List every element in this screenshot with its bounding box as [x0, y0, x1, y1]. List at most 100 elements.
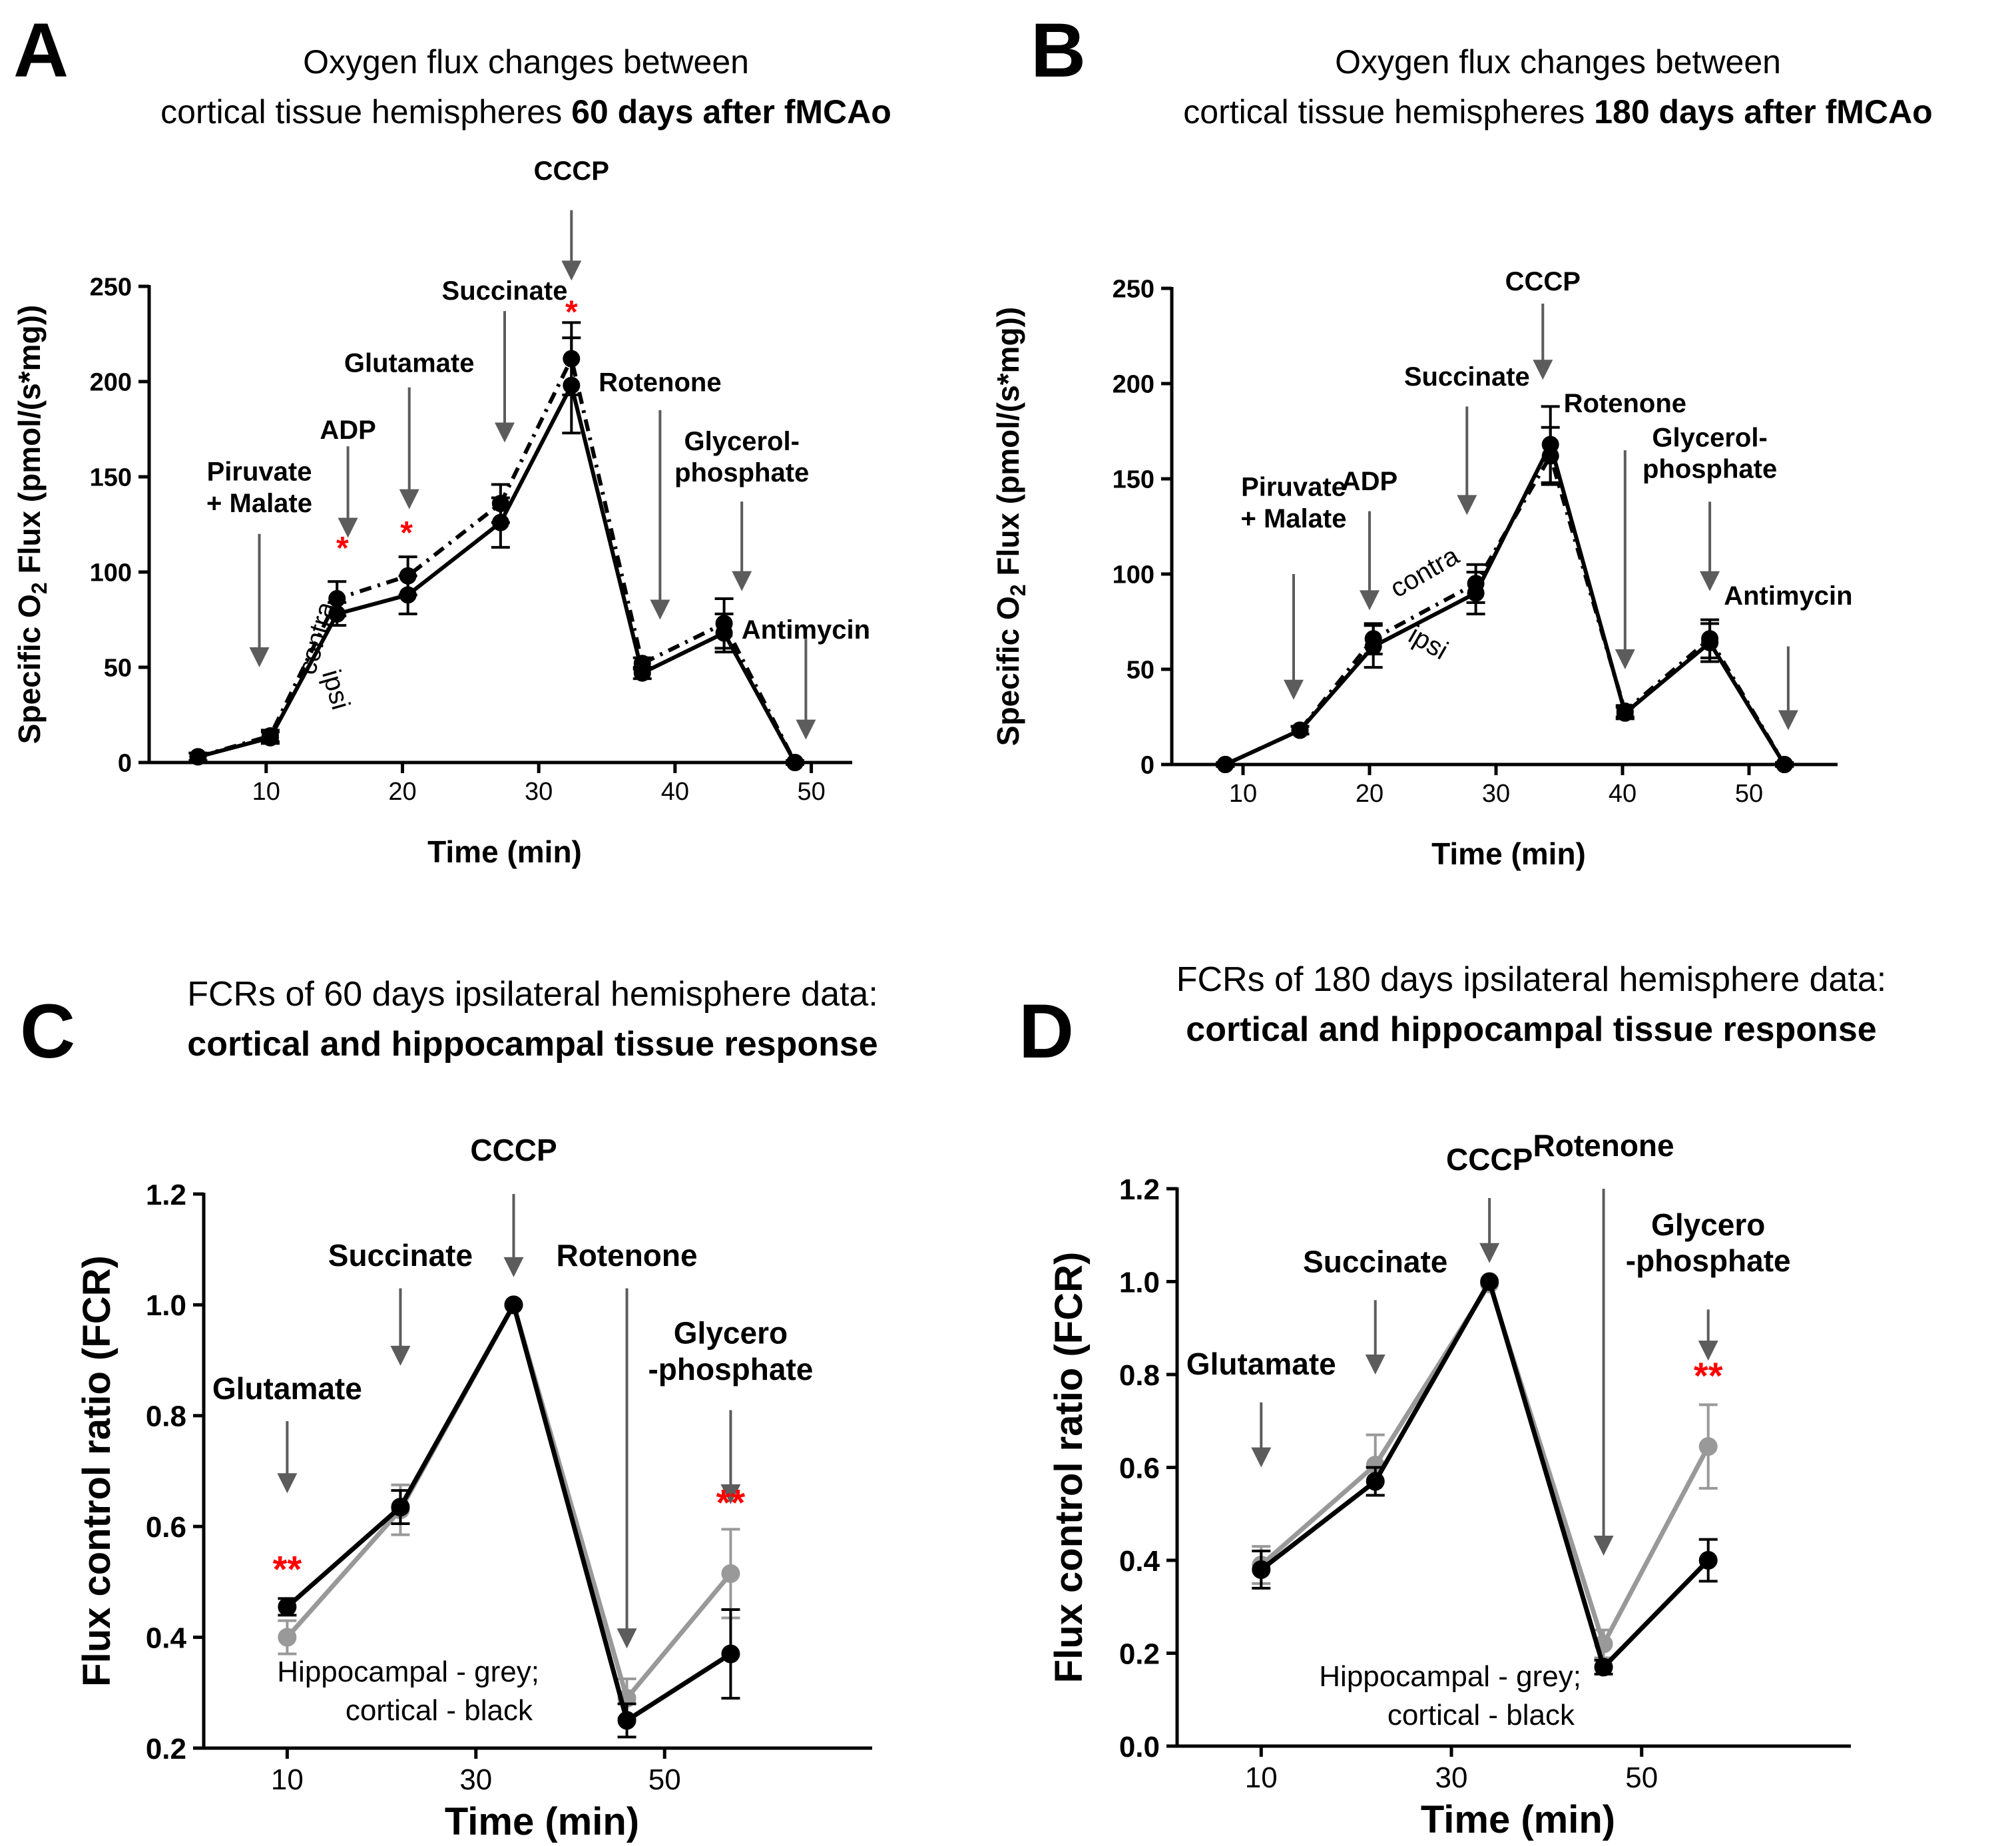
y-tick-label: 100 — [90, 559, 132, 587]
annotation-arrow-head — [503, 1257, 524, 1277]
annotation-label: Glutamate — [1186, 1347, 1336, 1381]
legend-note-line2: cortical - black — [1387, 1699, 1575, 1731]
chart-title-line1: Oxygen flux changes between — [1335, 43, 1781, 81]
annotation-label: Glycerol- — [684, 427, 799, 456]
y-axis-label-main: Flux control ratio (FCR) — [1047, 1252, 1091, 1684]
y-tick-label: 0.8 — [1119, 1359, 1160, 1392]
annotation-label: CCCP — [534, 156, 609, 186]
annotation-arrow-head — [1251, 1447, 1272, 1468]
data-point-ipsi — [1701, 633, 1719, 651]
panel-letter: B — [1031, 8, 1086, 93]
y-tick-label: 0.6 — [146, 1511, 186, 1544]
data-point-ipsi — [563, 376, 581, 394]
y-tick-label: 0 — [118, 750, 132, 778]
data-point-ipsi — [786, 754, 804, 771]
data-point-cortical — [1366, 1472, 1385, 1491]
x-tick-label: 50 — [797, 778, 825, 806]
data-point-cortical — [721, 1644, 740, 1664]
y-axis-label-suffix: Flux (pmol/(s*mg)) — [991, 307, 1025, 585]
x-tick-label: 10 — [1229, 780, 1257, 808]
y-tick-label: 0.2 — [146, 1733, 186, 1765]
data-point-ipsi — [189, 748, 207, 766]
data-point-ipsi — [1216, 756, 1234, 773]
chart-title-gap — [562, 93, 571, 131]
annotation-label: Piruvate — [1241, 473, 1346, 502]
annotation-arrow-head — [1533, 360, 1553, 380]
chart-title-line1: FCRs of 180 days ipsilateral hemisphere … — [1176, 960, 1887, 999]
annotation-arrow-head — [1284, 679, 1304, 700]
series-line-hippocampal — [1259, 1281, 1710, 1647]
annotation-label-line2: phosphate — [674, 458, 809, 487]
annotation-label-line2: + Malate — [1241, 504, 1347, 533]
annotation-arrow-head — [732, 571, 752, 591]
y-tick-label: 200 — [1113, 371, 1154, 399]
annotation-label-line2: + Malate — [206, 489, 312, 518]
annotation-arrow-head — [390, 1345, 411, 1366]
annotation-label: Glutamate — [212, 1371, 362, 1406]
y-tick-label: 100 — [1113, 561, 1154, 589]
x-axis-label: Time (min) — [1421, 1798, 1615, 1841]
annotation-label: Rotenone — [1533, 1128, 1674, 1163]
x-tick-label: 30 — [1435, 1761, 1468, 1794]
data-point-ipsi — [1467, 584, 1485, 602]
annotation-arrow-head — [617, 1628, 637, 1649]
chart-title-line2: cortical tissue hemispheres 180 days aft… — [1183, 93, 1932, 131]
annotation-label: Succinate — [1303, 1245, 1447, 1279]
annotation-arrow-head — [495, 422, 515, 443]
y-tick-label: 150 — [1113, 466, 1154, 494]
annotation-label: Glycerol- — [1652, 423, 1767, 452]
data-point-hippocampal — [1698, 1437, 1718, 1456]
data-point-cortical — [278, 1597, 297, 1616]
x-tick-label: 30 — [525, 778, 553, 806]
annotation-label: Glycero — [1651, 1207, 1765, 1242]
panel-letter: A — [13, 8, 69, 93]
significance-star: * — [565, 294, 578, 330]
annotation-label: Rotenone — [599, 368, 721, 397]
panel-letter: C — [20, 989, 75, 1074]
annotation-arrow-head — [1479, 1243, 1500, 1263]
y-tick-label: 1.0 — [146, 1289, 186, 1322]
significance-star: ** — [716, 1482, 746, 1524]
chart-title-plain: cortical tissue hemispheres — [1183, 93, 1585, 131]
data-point-cortical — [1480, 1272, 1499, 1291]
data-point-cortical — [1252, 1560, 1271, 1579]
annotation-label: Succinate — [328, 1238, 473, 1273]
data-point-ipsi — [399, 586, 417, 604]
data-point-ipsi — [491, 513, 509, 531]
y-tick-label: 50 — [104, 655, 132, 683]
series-line-cortical — [1260, 1279, 1710, 1670]
chart-title-bold: cortical and hippocampal tissue response — [1186, 1010, 1876, 1049]
data-point-ipsi — [633, 664, 651, 682]
y-axis-label: Specific O2 Flux (pmol/(s*mg)) — [12, 305, 51, 744]
significance-star: ** — [273, 1548, 302, 1590]
x-tick-label: 10 — [252, 778, 280, 806]
series-label: contra — [292, 598, 341, 678]
y-axis-label-suffix: Flux (pmol/(s*mg)) — [12, 305, 47, 583]
annotation-label: CCCP — [1505, 267, 1581, 296]
annotation-label: Glycero — [674, 1316, 788, 1351]
annotation-arrow-head — [561, 260, 582, 281]
series-line-ipsi — [1224, 442, 1786, 767]
data-point-hippocampal — [278, 1628, 297, 1647]
panel-c: C FCRs of 60 days ipsilateral hemisphere … — [20, 975, 878, 1843]
annotation-label: Rotenone — [556, 1238, 697, 1273]
y-axis-label-main: Specific O — [991, 596, 1025, 746]
y-tick-label: 150 — [90, 464, 132, 492]
chart-title-line2: cortical and hippocampal tissue response — [187, 1025, 878, 1064]
annotation-arrow-head — [1360, 590, 1380, 611]
annotation-arrow-head — [796, 719, 816, 740]
data-point-cortical — [1594, 1658, 1613, 1677]
data-point-ipsi — [1364, 637, 1382, 655]
x-axis-label: Time (min) — [445, 1800, 639, 1843]
x-tick-label: 20 — [1356, 780, 1384, 808]
y-axis-label: Flux control ratio (FCR) — [75, 1255, 119, 1687]
y-axis-label-main: Specific O — [12, 594, 47, 744]
annotation-label: ADP — [1342, 467, 1397, 496]
annotation-label: Succinate — [1404, 362, 1530, 392]
annotation-arrow-head — [720, 1484, 741, 1504]
data-point-ipsi — [1616, 704, 1634, 722]
annotation-label: Rotenone — [1564, 389, 1686, 418]
y-tick-label: 250 — [1113, 276, 1154, 304]
x-tick-label: 30 — [1482, 780, 1510, 808]
